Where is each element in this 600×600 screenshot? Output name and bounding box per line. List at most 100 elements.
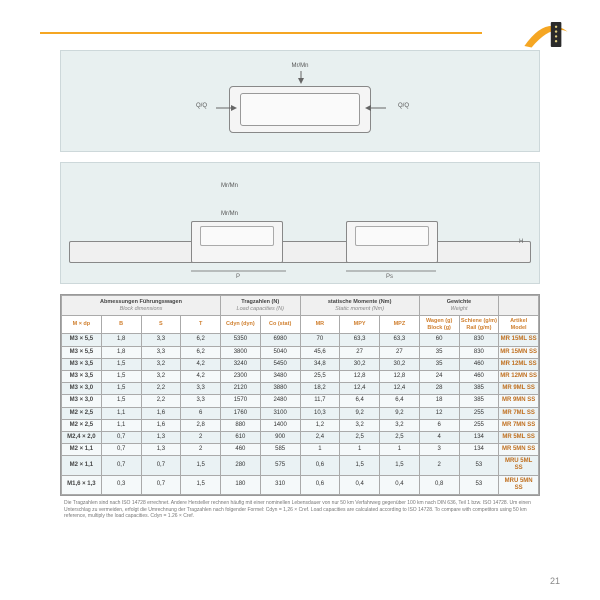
table-row: M3 × 3,01,52,23,32120388018,212,412,4283…: [62, 383, 539, 395]
cell: 2,5: [380, 431, 420, 443]
cell: 1,3: [141, 444, 181, 456]
cell: 1,5: [380, 456, 420, 475]
cell: 3800: [221, 346, 261, 358]
cell: 0,6: [300, 456, 340, 475]
cell: M3 × 3,5: [62, 370, 102, 382]
cell: 1570: [221, 395, 261, 407]
cell: 3,2: [340, 419, 380, 431]
cell: M3 × 5,5: [62, 334, 102, 346]
table-row: M3 × 5,51,83,36,23800504045,6272735830MR…: [62, 346, 539, 358]
cell: 18: [419, 395, 459, 407]
cell: 1,3: [141, 431, 181, 443]
grp-w-de: Gewichte: [421, 299, 498, 306]
cell: 1,5: [181, 456, 221, 475]
cell: 27: [380, 346, 420, 358]
col-10: Schiene (g/m)Rail (g/m): [459, 316, 499, 334]
cell: 4: [419, 431, 459, 443]
cell: 5350: [221, 334, 261, 346]
cell: MR 12ML SS: [499, 358, 539, 370]
cell: 0,3: [101, 475, 141, 494]
cell: 830: [459, 334, 499, 346]
dim-H: H: [519, 239, 523, 245]
cell: 3,3: [141, 346, 181, 358]
cell: 134: [459, 444, 499, 456]
cell: MR 15MN SS: [499, 346, 539, 358]
cell: M2 × 1,1: [62, 456, 102, 475]
table-row: M2 × 1,10,71,324605851113134MR 5MN SS: [62, 444, 539, 456]
cell: M1,6 × 1,3: [62, 475, 102, 494]
col-6: MR: [300, 316, 340, 334]
cell: 60: [419, 334, 459, 346]
cell: 1,5: [181, 475, 221, 494]
cell: 30,2: [340, 358, 380, 370]
specifications-table: Abmessungen Führungswagen Block dimensio…: [61, 295, 539, 495]
cell: 3,2: [141, 370, 181, 382]
cell: 1,6: [141, 407, 181, 419]
header-rule: [40, 32, 560, 34]
grp-w-en: Weight: [421, 306, 498, 313]
grp-dim-en: Block dimensions: [63, 306, 219, 313]
cell: 27: [340, 346, 380, 358]
cell: 575: [260, 456, 300, 475]
cell: 3,3: [141, 334, 181, 346]
cell: 3880: [260, 383, 300, 395]
cell: 460: [459, 358, 499, 370]
cell: 3: [419, 444, 459, 456]
col-3: T: [181, 316, 221, 334]
grp-model: [499, 296, 539, 316]
cell: 2,5: [340, 431, 380, 443]
cell: 385: [459, 395, 499, 407]
grp-load-en: Load capacities (N): [222, 306, 299, 313]
grp-load: Tragzahlen (N) Load capacities (N): [221, 296, 301, 316]
cell: 4,2: [181, 358, 221, 370]
table-row: M2,4 × 2,00,71,326109002,42,52,54134MR 5…: [62, 431, 539, 443]
cell: MRU 5ML SS: [499, 456, 539, 475]
cell: 45,6: [300, 346, 340, 358]
cell: 0,7: [101, 456, 141, 475]
grp-moment: statische Momente (Nm) Static moment (Nm…: [300, 296, 419, 316]
grp-dimensions: Abmessungen Führungswagen Block dimensio…: [62, 296, 221, 316]
cell: 2: [419, 456, 459, 475]
col-11: ArtikelModel: [499, 316, 539, 334]
col-0: M × dp: [62, 316, 102, 334]
page-number: 21: [550, 576, 560, 586]
cell: 2: [181, 431, 221, 443]
table-row: M1,6 × 1,30,30,71,51803100,60,40,40,853M…: [62, 475, 539, 494]
cell: 53: [459, 456, 499, 475]
cell: 6,4: [380, 395, 420, 407]
cell: 1,1: [101, 407, 141, 419]
cell: 310: [260, 475, 300, 494]
diagram-side-view: Mr/Mn Mr/Mn P Ps H: [60, 162, 540, 284]
grp-mom-en: Static moment (Nm): [302, 306, 418, 313]
cell: 12,4: [340, 383, 380, 395]
cell: 460: [459, 370, 499, 382]
cell: 0,6: [300, 475, 340, 494]
table-row: M3 × 3,51,53,24,23240545034,830,230,2354…: [62, 358, 539, 370]
cell: 0,4: [380, 475, 420, 494]
dim-P: P: [236, 274, 240, 280]
cell: 0,8: [419, 475, 459, 494]
cell: 1: [340, 444, 380, 456]
table-row: M3 × 3,01,52,23,31570248011,76,46,418385…: [62, 395, 539, 407]
cell: 5450: [260, 358, 300, 370]
cell: MR 15ML SS: [499, 334, 539, 346]
cell: 6,2: [181, 346, 221, 358]
cell: 2,2: [141, 395, 181, 407]
col-9: Wagen (g)Block (g): [419, 316, 459, 334]
cell: 0,4: [340, 475, 380, 494]
cell: MR 9ML SS: [499, 383, 539, 395]
cell: 1,8: [101, 346, 141, 358]
col-5: Co (stat): [260, 316, 300, 334]
cell: 63,3: [380, 334, 420, 346]
cell: 255: [459, 419, 499, 431]
cell: 18,2: [300, 383, 340, 395]
column-header-row: M × dpBSTCdyn (dyn)Co (stat)MRMPYMPZWage…: [62, 316, 539, 334]
cell: 1,5: [340, 456, 380, 475]
cell: 1: [300, 444, 340, 456]
cell: 6,2: [181, 334, 221, 346]
cell: 4,2: [181, 370, 221, 382]
cell: 12,8: [340, 370, 380, 382]
cell: 2,8: [181, 419, 221, 431]
cell: 5040: [260, 346, 300, 358]
cell: M2 × 1,1: [62, 444, 102, 456]
